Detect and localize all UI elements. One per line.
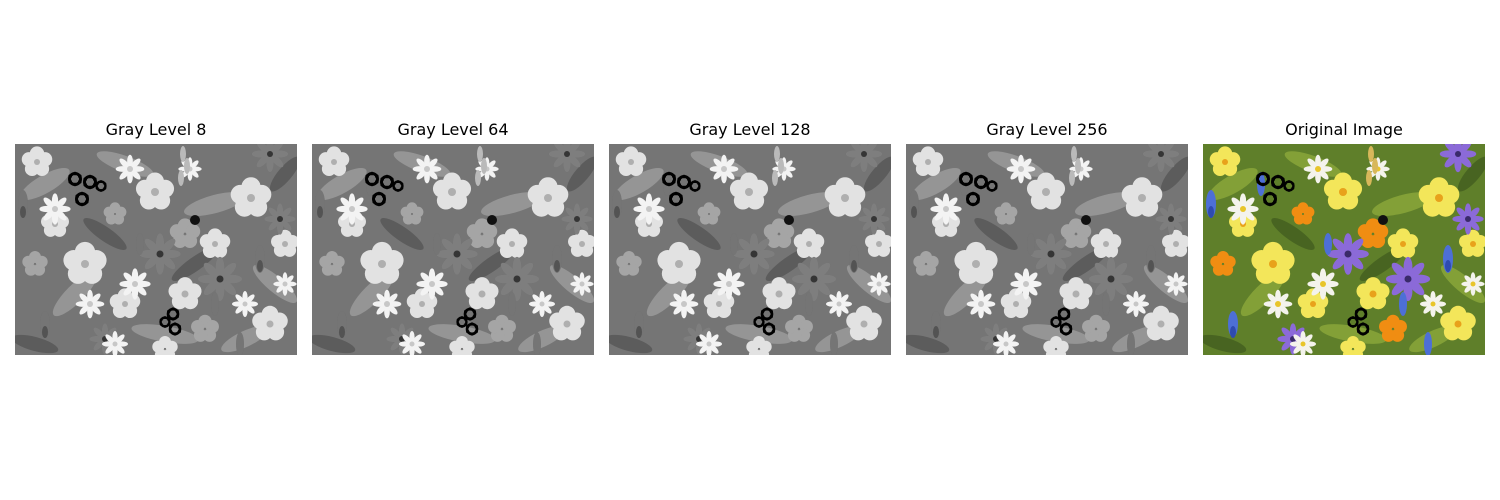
panel-original-image: Original Image [1203, 118, 1485, 358]
panel-title: Original Image [1285, 120, 1403, 139]
flower-image-grayscale [609, 144, 891, 355]
panel-title: Gray Level 64 [397, 120, 509, 139]
panel-title: Gray Level 8 [105, 120, 207, 139]
panel-gray-level-128: Gray Level 128 [609, 118, 891, 358]
panel-gray-level-64: Gray Level 64 [312, 118, 594, 358]
flower-image-color [1203, 144, 1485, 355]
flower-image-grayscale [312, 144, 594, 355]
flower-image-grayscale [906, 144, 1188, 355]
panel-gray-level-256: Gray Level 256 [906, 118, 1188, 358]
panel-title: Gray Level 256 [986, 120, 1108, 139]
panel-gray-level-8: Gray Level 8 [15, 118, 297, 358]
flower-image-grayscale [15, 144, 297, 355]
panel-title: Gray Level 128 [689, 120, 811, 139]
